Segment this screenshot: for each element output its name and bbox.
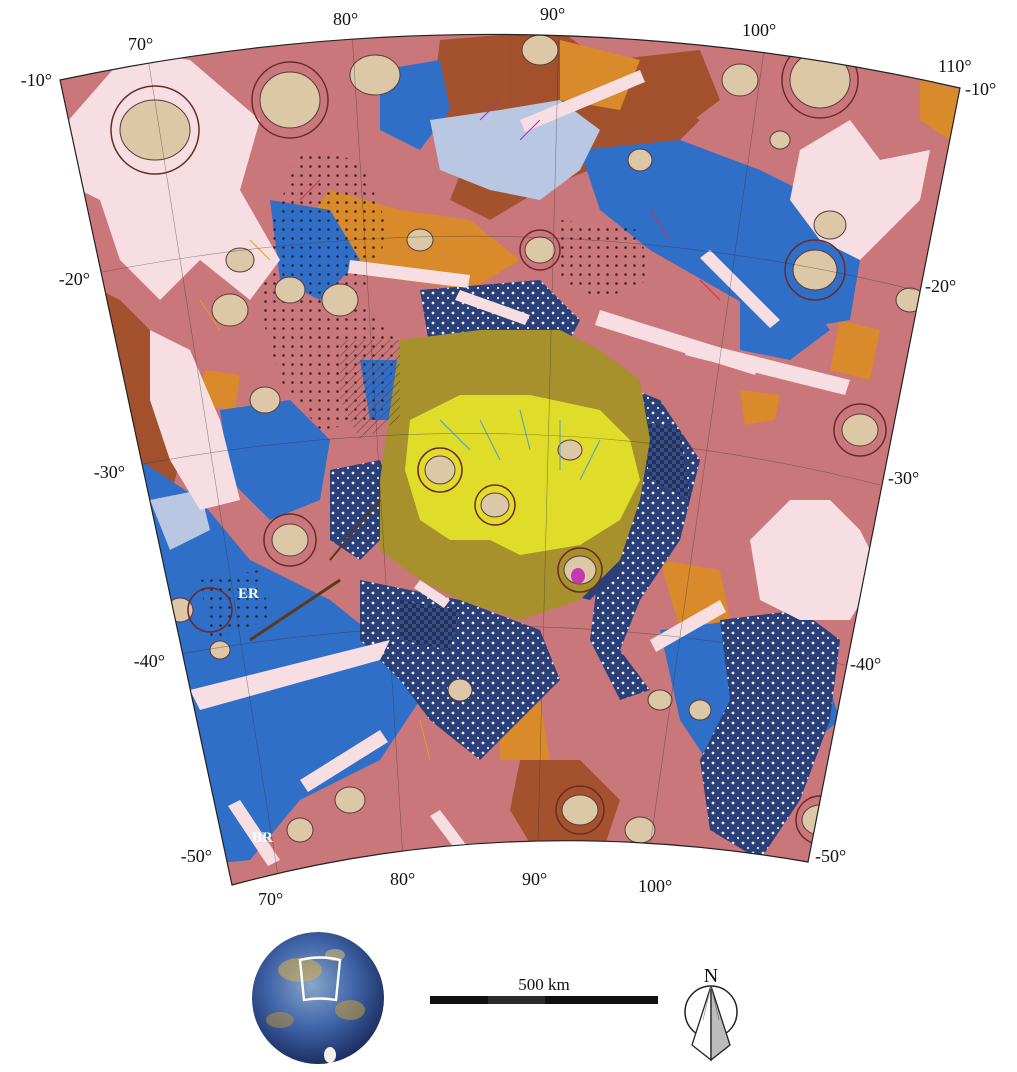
lon-label-bottom-90: 90° — [522, 869, 547, 889]
bottom-longitude-labels: 70° 80° 90° 100° — [258, 869, 672, 909]
lat-label-left-10: -10° — [21, 70, 52, 90]
lon-label-bottom-100: 100° — [638, 876, 672, 896]
lon-label-top-70: 70° — [128, 34, 153, 54]
map-panel — [59, 33, 961, 886]
lon-label-bottom-80: 80° — [390, 869, 415, 889]
inset-globe — [252, 932, 384, 1064]
lon-label-bottom-70: 70° — [258, 889, 283, 909]
magenta-unit — [571, 568, 585, 584]
lat-label-left-50: -50° — [181, 846, 212, 866]
lon-label-top-100: 100° — [742, 20, 776, 40]
annotation-er: ER — [238, 586, 259, 602]
lat-label-right-40: -40° — [850, 654, 881, 674]
crater-rims — [110, 41, 887, 845]
left-latitude-labels: -10° -20° -30° -40° -50° — [21, 70, 212, 866]
graticule — [81, 34, 916, 877]
lat-label-right-30: -30° — [888, 468, 919, 488]
hatched-unit — [340, 340, 400, 440]
scale-bar-label: 500 km — [518, 975, 569, 994]
lon-label-top-90: 90° — [540, 4, 565, 24]
crater-floors — [119, 34, 925, 844]
lat-label-left-20: -20° — [59, 269, 90, 289]
lat-label-left-30: -30° — [94, 462, 125, 482]
scale-bar: 500 km — [430, 975, 658, 1004]
basin-floor-unit — [405, 395, 640, 555]
north-arrow-label: N — [704, 965, 718, 987]
lat-label-left-40: -40° — [134, 651, 165, 671]
lat-label-right-10: -10° — [965, 79, 996, 99]
feature-annotations: ER BR — [238, 586, 273, 846]
linear-features — [199, 99, 721, 761]
bright-ray-units — [60, 50, 930, 866]
north-arrow: N — [684, 965, 738, 1062]
lat-label-right-20: -20° — [925, 276, 956, 296]
lon-label-top-110: 110° — [938, 56, 972, 76]
map-frame — [59, 33, 961, 886]
inset-footprint-outline — [298, 956, 342, 1002]
annotation-br: BR — [252, 830, 273, 846]
right-latitude-labels: -10° -20° -30° -40° -50° — [815, 79, 996, 866]
lon-label-top-80: 80° — [333, 9, 358, 29]
lat-label-right-50: -50° — [815, 846, 846, 866]
top-longitude-labels: 70° 80° 90° 100° 110° — [128, 4, 972, 76]
